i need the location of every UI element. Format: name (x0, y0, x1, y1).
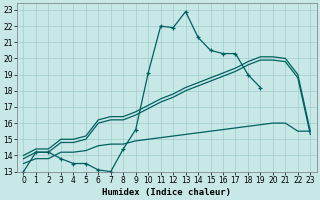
X-axis label: Humidex (Indice chaleur): Humidex (Indice chaleur) (102, 188, 231, 197)
